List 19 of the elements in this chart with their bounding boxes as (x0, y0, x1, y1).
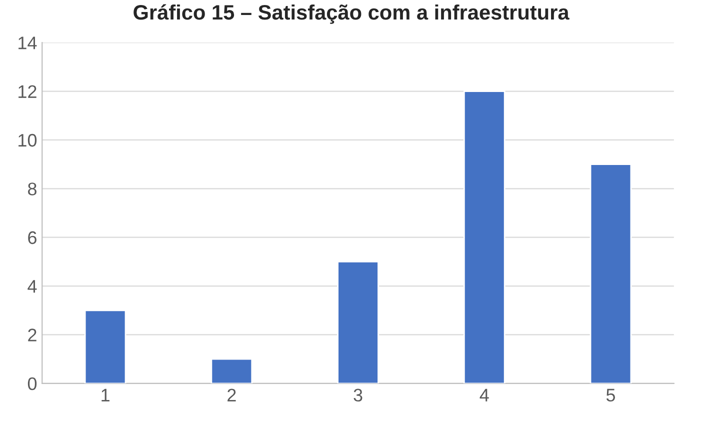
y-tick-label: 8 (28, 182, 36, 196)
y-tick-label: 4 (28, 280, 37, 293)
chart-title: Gráfico 15 – Satisfação com a infraestrutura (134, 4, 570, 24)
bar (337, 260, 379, 384)
bar (463, 90, 506, 384)
y-tick-label: 14 (18, 36, 37, 50)
y-tick-label: 2 (28, 328, 36, 342)
y-tick-label: 10 (18, 134, 37, 147)
x-tick-label: 3 (354, 388, 362, 402)
bar (590, 164, 632, 384)
y-tick-label: 6 (28, 231, 36, 244)
y-tick-label: 12 (18, 85, 36, 98)
y-tick-label: 0 (28, 377, 37, 390)
x-tick-label: 1 (102, 388, 110, 402)
x-tick-label: 2 (228, 388, 236, 402)
x-tick-label: 4 (480, 388, 489, 402)
bar (84, 310, 126, 384)
bar (210, 358, 253, 384)
x-tick-label: 5 (606, 388, 616, 402)
